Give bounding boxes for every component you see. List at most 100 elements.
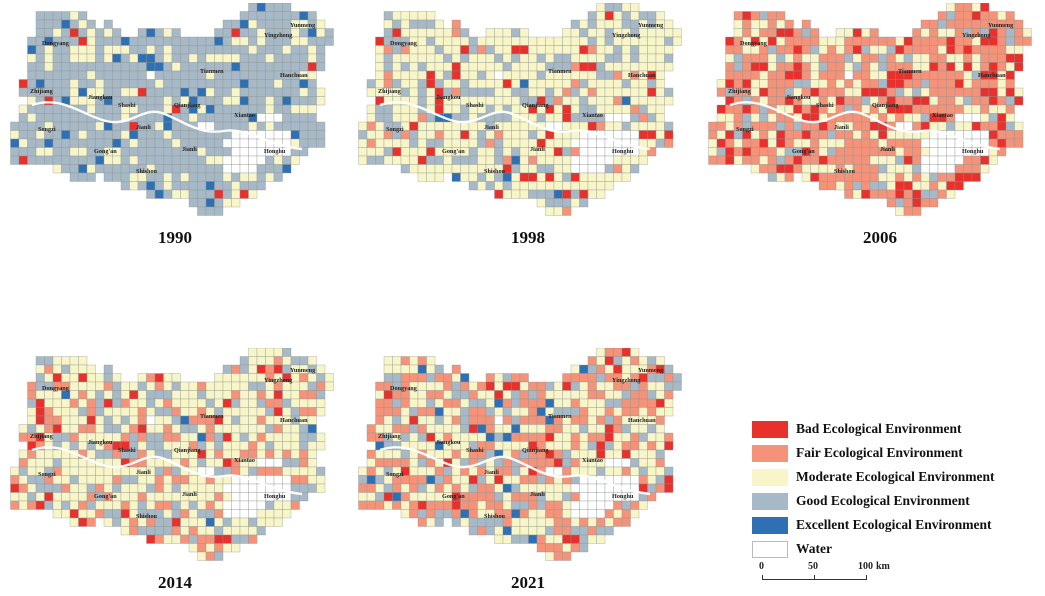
grid-cell-moderate — [852, 87, 862, 97]
grid-cell-fair — [937, 87, 947, 97]
grid-cell-fair — [570, 398, 580, 408]
grid-cell-moderate — [188, 113, 198, 123]
grid-cell-good — [273, 164, 283, 174]
grid-cell-moderate — [767, 113, 777, 123]
grid-cell-good — [95, 164, 105, 174]
grid-cell-moderate — [392, 62, 402, 72]
grid-cell-good — [112, 390, 122, 400]
grid-cell-moderate — [801, 53, 811, 63]
grid-cell-moderate — [180, 390, 190, 400]
grid-cell-fair — [468, 492, 478, 502]
grid-cell-moderate — [750, 164, 760, 174]
grid-cell-moderate — [78, 441, 88, 451]
grid-cell-fair — [954, 45, 964, 55]
place-labels: DongyangYingzhongYunmengTianmenHanchuanZ… — [30, 367, 316, 520]
grid-cell-fair — [954, 3, 964, 12]
grid-cell-fair — [664, 390, 674, 400]
grid-cell-bad — [587, 62, 597, 72]
grid-cell-moderate — [86, 381, 96, 391]
grid-cell-bad — [52, 424, 62, 434]
grid-cell-good — [35, 138, 45, 148]
grid-cell-fair — [793, 53, 803, 63]
grid-cell-moderate — [553, 45, 563, 55]
grid-cell-moderate — [69, 517, 79, 527]
grid-cell-good — [239, 364, 249, 374]
place-label: Dongyang — [390, 385, 418, 392]
grid-cell-fair — [630, 432, 640, 442]
grid-cell-good — [120, 70, 130, 80]
grid-cell-moderate — [307, 475, 317, 485]
grid-cell-bad — [664, 130, 674, 140]
grid-cell-fair — [835, 62, 845, 72]
grid-cell-water — [954, 113, 964, 123]
grid-cell-good — [273, 45, 283, 55]
grid-cell-good — [248, 3, 258, 12]
grid-cell-water — [579, 147, 589, 157]
grid-cell-moderate — [307, 466, 317, 476]
grid-cell-moderate — [231, 198, 241, 208]
grid-cell-good — [946, 11, 956, 21]
grid-cell-moderate — [579, 53, 589, 63]
grid-cell-moderate — [120, 517, 130, 527]
grid-cell-moderate — [937, 28, 947, 38]
grid-cell-fair — [27, 390, 37, 400]
grid-cell-moderate — [18, 475, 28, 485]
grid-cell-moderate — [417, 441, 427, 451]
grid-cell-water — [920, 155, 930, 165]
grid-cell-moderate — [400, 147, 410, 157]
grid-cell-fair — [468, 509, 478, 519]
grid-cell-good — [570, 526, 580, 536]
grid-cell-moderate — [214, 500, 224, 510]
grid-cell-bad — [78, 373, 88, 383]
grid-cell-fair — [502, 398, 512, 408]
grid-cell-good — [120, 79, 130, 89]
grid-cell-water — [604, 113, 614, 123]
grid-cell-good — [61, 28, 71, 38]
grid-cell-moderate — [596, 398, 606, 408]
grid-cell-moderate — [545, 155, 555, 165]
grid-cell-good — [214, 206, 224, 216]
grid-cell-fair — [759, 121, 769, 131]
grid-cell-fair — [980, 96, 990, 106]
grid-cell-moderate — [61, 373, 71, 383]
grid-cell-fair — [231, 364, 241, 374]
grid-cell-water — [256, 155, 266, 165]
grid-cell-moderate — [638, 45, 648, 55]
grid-cell-good — [265, 441, 275, 451]
grid-cell-excellent — [214, 36, 224, 46]
grid-cell-moderate — [468, 381, 478, 391]
grid-cell-fair — [954, 87, 964, 97]
grid-cell-moderate — [810, 164, 820, 174]
grid-cell-moderate — [78, 492, 88, 502]
grid-cell-fair — [980, 62, 990, 72]
grid-cell-bad — [613, 364, 623, 374]
grid-cell-moderate — [409, 87, 419, 97]
grid-cell-moderate — [434, 172, 444, 182]
grid-cell-bad — [553, 147, 563, 157]
grid-cell-good — [27, 121, 37, 131]
grid-cell-fair — [95, 483, 105, 493]
grid-cell-fair — [886, 87, 896, 97]
grid-cell-good — [214, 432, 224, 442]
grid-cell-good — [52, 432, 62, 442]
grid-cell-fair — [886, 53, 896, 63]
grid-cell-moderate — [519, 189, 529, 199]
grid-cell-good — [239, 121, 249, 131]
grid-cell-good — [69, 113, 79, 123]
grid-cell-moderate — [265, 517, 275, 527]
grid-cell-fair — [451, 509, 461, 519]
grid-cell-good — [647, 356, 657, 366]
grid-cell-fair — [511, 449, 521, 459]
grid-cell-excellent — [205, 104, 215, 114]
grid-cell-moderate — [733, 138, 743, 148]
place-label: Songzi — [386, 126, 404, 133]
grid-cell-fair — [988, 53, 998, 63]
grid-cell-moderate — [511, 189, 521, 199]
grid-cell-moderate — [163, 104, 173, 114]
grid-cell-good — [307, 87, 317, 97]
grid-cell-fair — [587, 373, 597, 383]
grid-cell-moderate — [239, 390, 249, 400]
grid-cell-moderate — [239, 424, 249, 434]
grid-cell-moderate — [579, 466, 589, 476]
grid-cell-good — [443, 53, 453, 63]
